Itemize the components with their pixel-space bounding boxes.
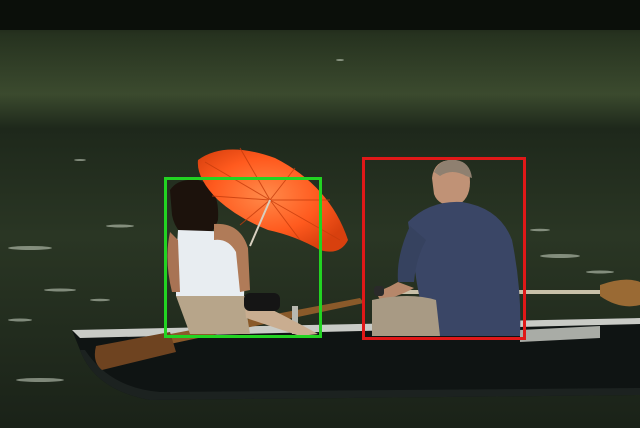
man — [372, 159, 521, 336]
water-sparkles — [8, 59, 614, 382]
rowboat — [72, 318, 640, 400]
parasol — [197, 147, 348, 252]
far-bank — [0, 0, 640, 30]
annotation-box-green — [164, 177, 322, 338]
annotation-box-red — [362, 157, 526, 340]
woman — [167, 179, 318, 336]
